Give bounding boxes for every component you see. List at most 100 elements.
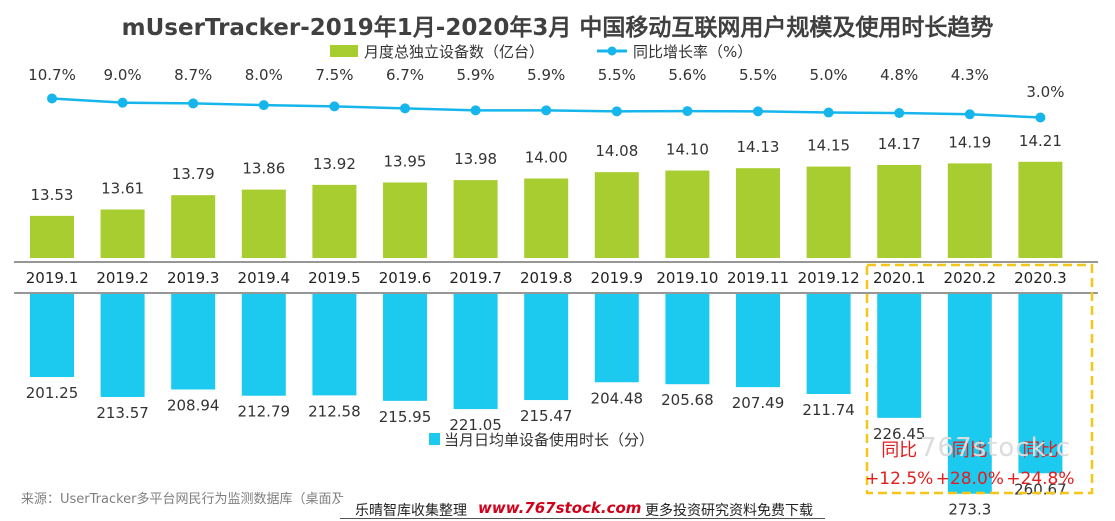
growth-point <box>541 105 552 116</box>
growth-point <box>894 108 905 119</box>
chart-title: mUserTracker-2019年1月-2020年3月 中国移动互联网用户规模… <box>121 15 994 41</box>
device-value-label: 14.13 <box>737 138 780 156</box>
growth-point <box>611 106 622 117</box>
category-label: 2019.4 <box>238 269 291 287</box>
category-label: 2019.9 <box>591 269 644 287</box>
device-bar <box>594 172 639 258</box>
usage-value-label: 221.05 <box>449 416 502 434</box>
category-label: 2019.1 <box>26 269 79 287</box>
growth-point <box>400 103 410 114</box>
device-value-label: 13.92 <box>313 155 356 173</box>
growth-value-label: 3.0% <box>1026 83 1064 101</box>
device-bar <box>312 184 357 258</box>
footer-link[interactable]: www.767stock.com <box>478 499 642 517</box>
device-bar <box>947 163 992 258</box>
device-value-label: 13.98 <box>454 150 497 168</box>
usage-value-label: 204.48 <box>591 389 644 407</box>
footer-text-secondary: 更多投资研究资料免费下载 <box>645 503 813 519</box>
device-bar <box>736 168 780 258</box>
usage-value-label: 215.95 <box>379 408 432 426</box>
device-value-label: 13.86 <box>242 160 285 178</box>
highlight-box <box>865 263 1094 495</box>
growth-point <box>964 109 975 120</box>
category-label: 2019.7 <box>449 269 502 287</box>
usage-bar <box>806 294 851 395</box>
device-value-label: 14.17 <box>878 135 921 153</box>
category-label: 2019.10 <box>656 269 718 287</box>
growth-value-label: 4.8% <box>880 66 918 84</box>
usage-value-label: 213.57 <box>96 404 149 422</box>
usage-bar <box>241 294 286 396</box>
usage-value-label: 211.74 <box>802 401 855 419</box>
usage-bar <box>171 294 216 390</box>
device-value-label: 14.10 <box>666 141 709 159</box>
device-bar <box>241 189 286 258</box>
legend-usage-label: 当月日均单设备使用时长（分） <box>444 431 654 449</box>
category-label: 2020.2 <box>944 269 997 287</box>
legend-device-swatch <box>330 45 358 57</box>
growth-value-label: 4.3% <box>951 66 989 84</box>
yoy-annotation-label: 同比 <box>1022 440 1058 461</box>
device-bar <box>171 195 216 258</box>
usage-bar <box>453 294 498 410</box>
usage-bar <box>100 294 145 397</box>
growth-value-label: 5.5% <box>739 66 777 84</box>
usage-value-label: 273.3 <box>948 501 991 519</box>
device-bar <box>1018 161 1063 258</box>
usage-value-label: 215.47 <box>520 407 573 425</box>
growth-value-label: 9.0% <box>104 66 142 84</box>
usage-bar <box>594 294 639 383</box>
growth-value-label: 5.6% <box>668 66 706 84</box>
growth-point <box>1035 112 1046 123</box>
legend-device-label: 月度总独立设备数（亿台） <box>364 43 544 61</box>
usage-bar <box>736 294 780 388</box>
usage-value-label: 212.79 <box>238 403 291 421</box>
usage-bar <box>1018 294 1063 474</box>
legend-growth-marker <box>607 46 617 56</box>
growth-point <box>823 107 834 118</box>
growth-point <box>47 93 57 104</box>
device-value-label: 14.08 <box>595 142 638 160</box>
yoy-annotation-value: +28.0% <box>936 469 1004 489</box>
device-bar <box>100 209 145 258</box>
category-label: 2019.8 <box>520 269 573 287</box>
category-label: 2019.11 <box>727 269 789 287</box>
device-bar <box>524 178 569 258</box>
category-label: 2020.1 <box>873 269 926 287</box>
category-label: 2019.2 <box>96 269 149 287</box>
growth-value-label: 5.9% <box>457 66 495 84</box>
usage-bar <box>312 294 357 396</box>
device-bar <box>453 180 498 258</box>
growth-value-label: 10.7% <box>28 66 76 84</box>
device-bar <box>665 170 710 258</box>
usage-bar <box>524 294 569 401</box>
growth-value-label: 8.7% <box>174 66 212 84</box>
yoy-annotation-label: 同比 <box>881 440 917 461</box>
usage-value-label: 226.45 <box>873 425 926 443</box>
device-value-label: 13.61 <box>101 180 144 198</box>
usage-value-label: 208.94 <box>167 396 220 414</box>
device-value-label: 14.15 <box>807 137 850 155</box>
category-label: 2019.6 <box>379 269 432 287</box>
device-bar <box>877 164 922 258</box>
usage-value-label: 207.49 <box>732 394 785 412</box>
device-bar <box>806 166 851 258</box>
growth-value-label: 5.0% <box>810 66 848 84</box>
category-label: 2019.5 <box>308 269 361 287</box>
growth-point <box>329 101 340 112</box>
device-bar <box>383 182 427 258</box>
device-value-label: 14.21 <box>1019 132 1062 150</box>
device-value-label: 13.53 <box>31 186 74 204</box>
category-label: 2019.12 <box>798 269 860 287</box>
usage-value-label: 201.25 <box>26 384 79 402</box>
usage-bar <box>383 294 427 401</box>
yoy-annotation-value: +24.8% <box>1006 469 1074 489</box>
legend-usage-swatch <box>429 433 440 445</box>
usage-bar <box>947 294 992 494</box>
usage-bar <box>877 294 922 418</box>
growth-value-label: 6.7% <box>386 66 424 84</box>
footer-banner: 乐晴智库收集整理 www.767stock.com 更多投资研究资料免费下载 <box>340 497 825 521</box>
growth-point <box>117 97 128 108</box>
usage-value-label: 212.58 <box>308 402 361 420</box>
